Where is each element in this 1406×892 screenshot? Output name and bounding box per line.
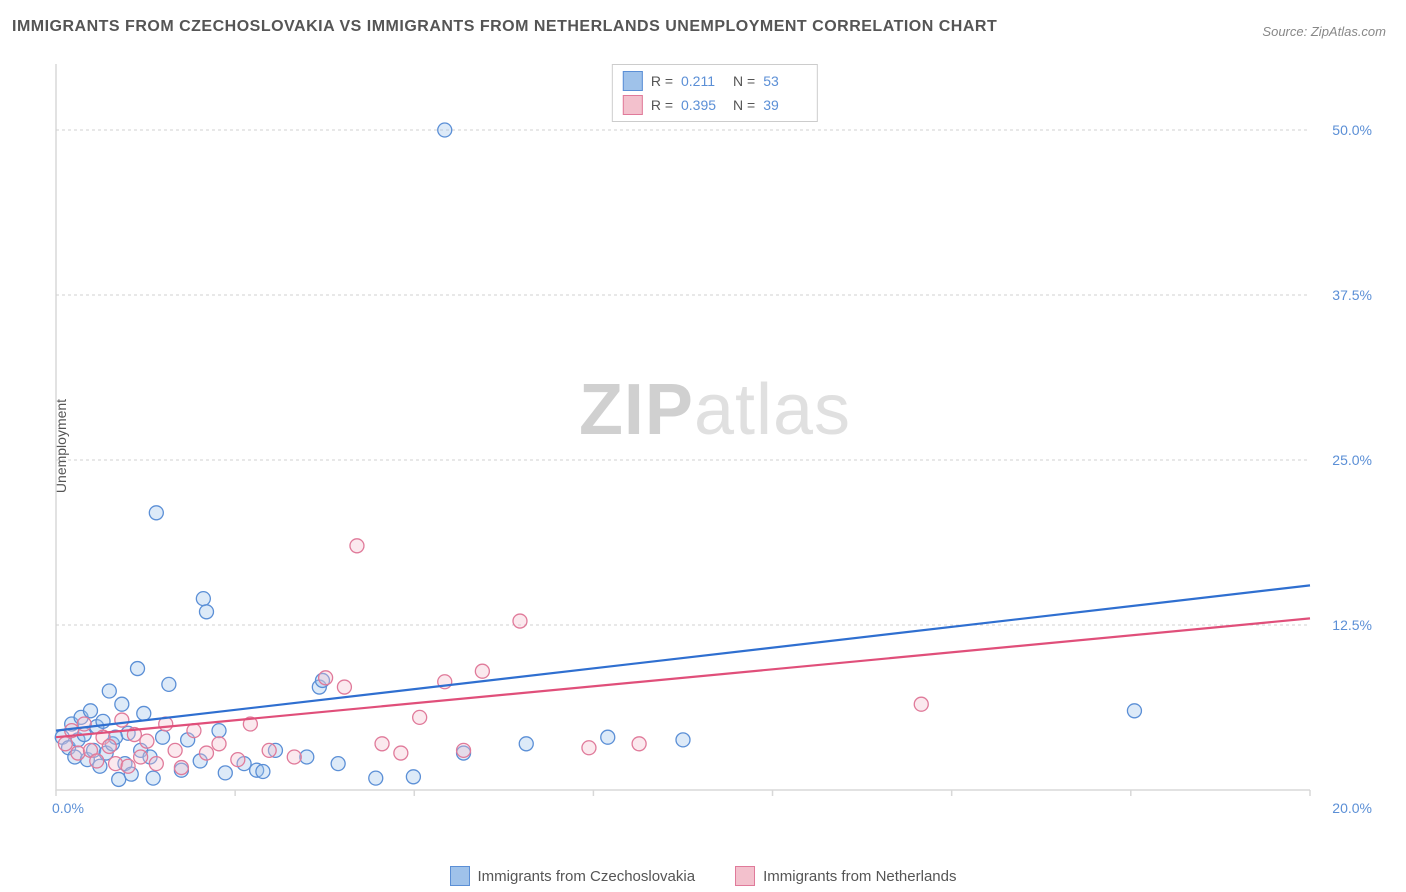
stats-row-cz: R = 0.211 N = 53 <box>613 69 817 93</box>
stats-row-nl: R = 0.395 N = 39 <box>613 93 817 117</box>
x-tick-max: 20.0% <box>1332 800 1372 816</box>
n-value-cz: 53 <box>763 73 807 89</box>
correlation-stats-box: R = 0.211 N = 53 R = 0.395 N = 39 <box>612 64 818 122</box>
r-value-nl: 0.395 <box>681 97 725 113</box>
source-attribution: Source: ZipAtlas.com <box>1262 24 1386 39</box>
r-label: R = <box>651 73 673 89</box>
bottom-legend: Immigrants from Czechoslovakia Immigrant… <box>0 866 1406 886</box>
y-tick-label: 50.0% <box>1332 122 1372 138</box>
x-tick-min: 0.0% <box>52 800 84 816</box>
y-tick-label: 25.0% <box>1332 452 1372 468</box>
y-tick-label: 37.5% <box>1332 287 1372 303</box>
swatch-cz <box>623 71 643 91</box>
n-label: N = <box>733 73 755 89</box>
chart-title: IMMIGRANTS FROM CZECHOSLOVAKIA VS IMMIGR… <box>12 18 997 36</box>
r-label: R = <box>651 97 673 113</box>
r-value-cz: 0.211 <box>681 73 725 89</box>
y-tick-label: 12.5% <box>1332 617 1372 633</box>
legend-label-cz: Immigrants from Czechoslovakia <box>478 868 696 885</box>
legend-swatch-cz <box>450 866 470 886</box>
scatter-plot: ZIPatlas R = 0.211 N = 53 R = 0.395 N = … <box>50 60 1380 820</box>
legend-item-cz: Immigrants from Czechoslovakia <box>450 866 696 886</box>
legend-swatch-nl <box>735 866 755 886</box>
legend-item-nl: Immigrants from Netherlands <box>735 866 956 886</box>
swatch-nl <box>623 95 643 115</box>
n-value-nl: 39 <box>763 97 807 113</box>
chart-svg <box>50 60 1380 820</box>
legend-label-nl: Immigrants from Netherlands <box>763 868 956 885</box>
source-value: ZipAtlas.com <box>1311 24 1386 39</box>
source-label: Source: <box>1262 24 1307 39</box>
n-label: N = <box>733 97 755 113</box>
